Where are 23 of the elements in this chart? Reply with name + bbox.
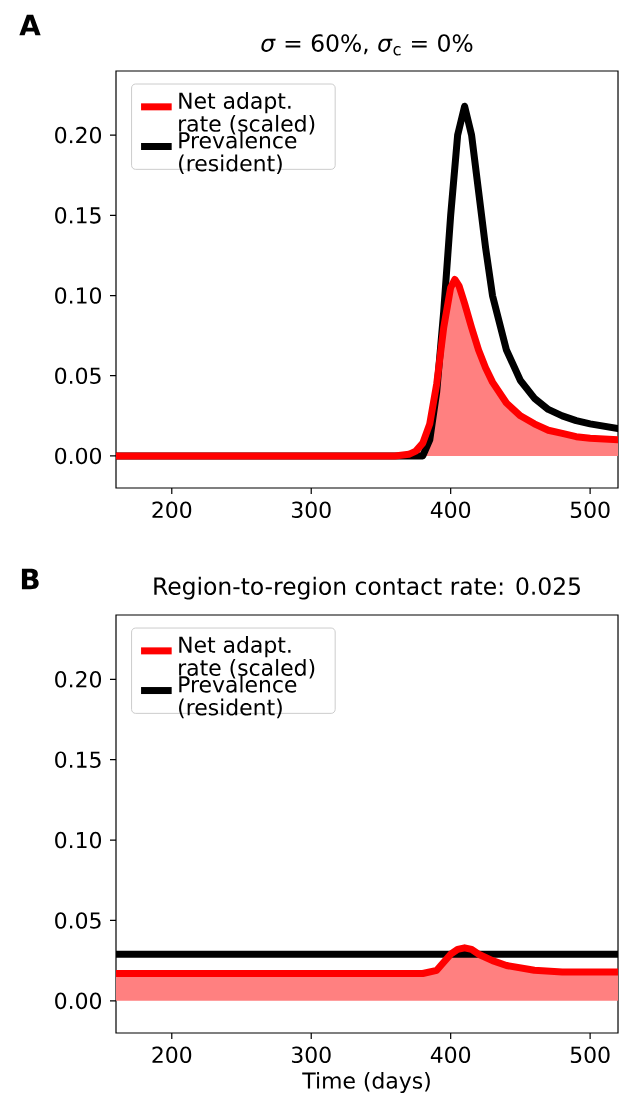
y-tick-label: 0.05: [55, 912, 101, 929]
x-tick-label: 500: [570, 1046, 610, 1064]
y-tick-label: 0.20: [55, 671, 102, 688]
x-tick-label: 200: [152, 501, 192, 519]
y-tick-label: 0.15: [55, 207, 101, 224]
y-tick-label: 0.20: [55, 126, 102, 144]
x-tick-label: 300: [291, 501, 331, 519]
y-tick-label: 0.00: [55, 447, 102, 465]
chart-title: σ = 60%, σ$_{c}$ = 0%: [261, 34, 473, 56]
chart-title: Region-to-region contact rate: 0.025: [154, 576, 580, 600]
x-axis-title: Time (days): [302, 1071, 430, 1094]
x-tick-label: 500: [570, 501, 610, 519]
text: B: [21, 568, 39, 590]
y-tick-label: 0.15: [55, 751, 101, 768]
y-tick-label: 0.10: [55, 831, 102, 849]
y-tick-label: 0.05: [55, 367, 101, 385]
y-tick-label: 0.10: [55, 287, 102, 304]
x-tick-label: 300: [291, 1046, 331, 1064]
x-tick-label: 400: [430, 501, 471, 519]
x-tick-label: 400: [430, 1046, 471, 1064]
text: A: [19, 14, 41, 36]
y-tick-label: 0.00: [55, 992, 102, 1010]
x-tick-label: 200: [152, 1046, 192, 1064]
